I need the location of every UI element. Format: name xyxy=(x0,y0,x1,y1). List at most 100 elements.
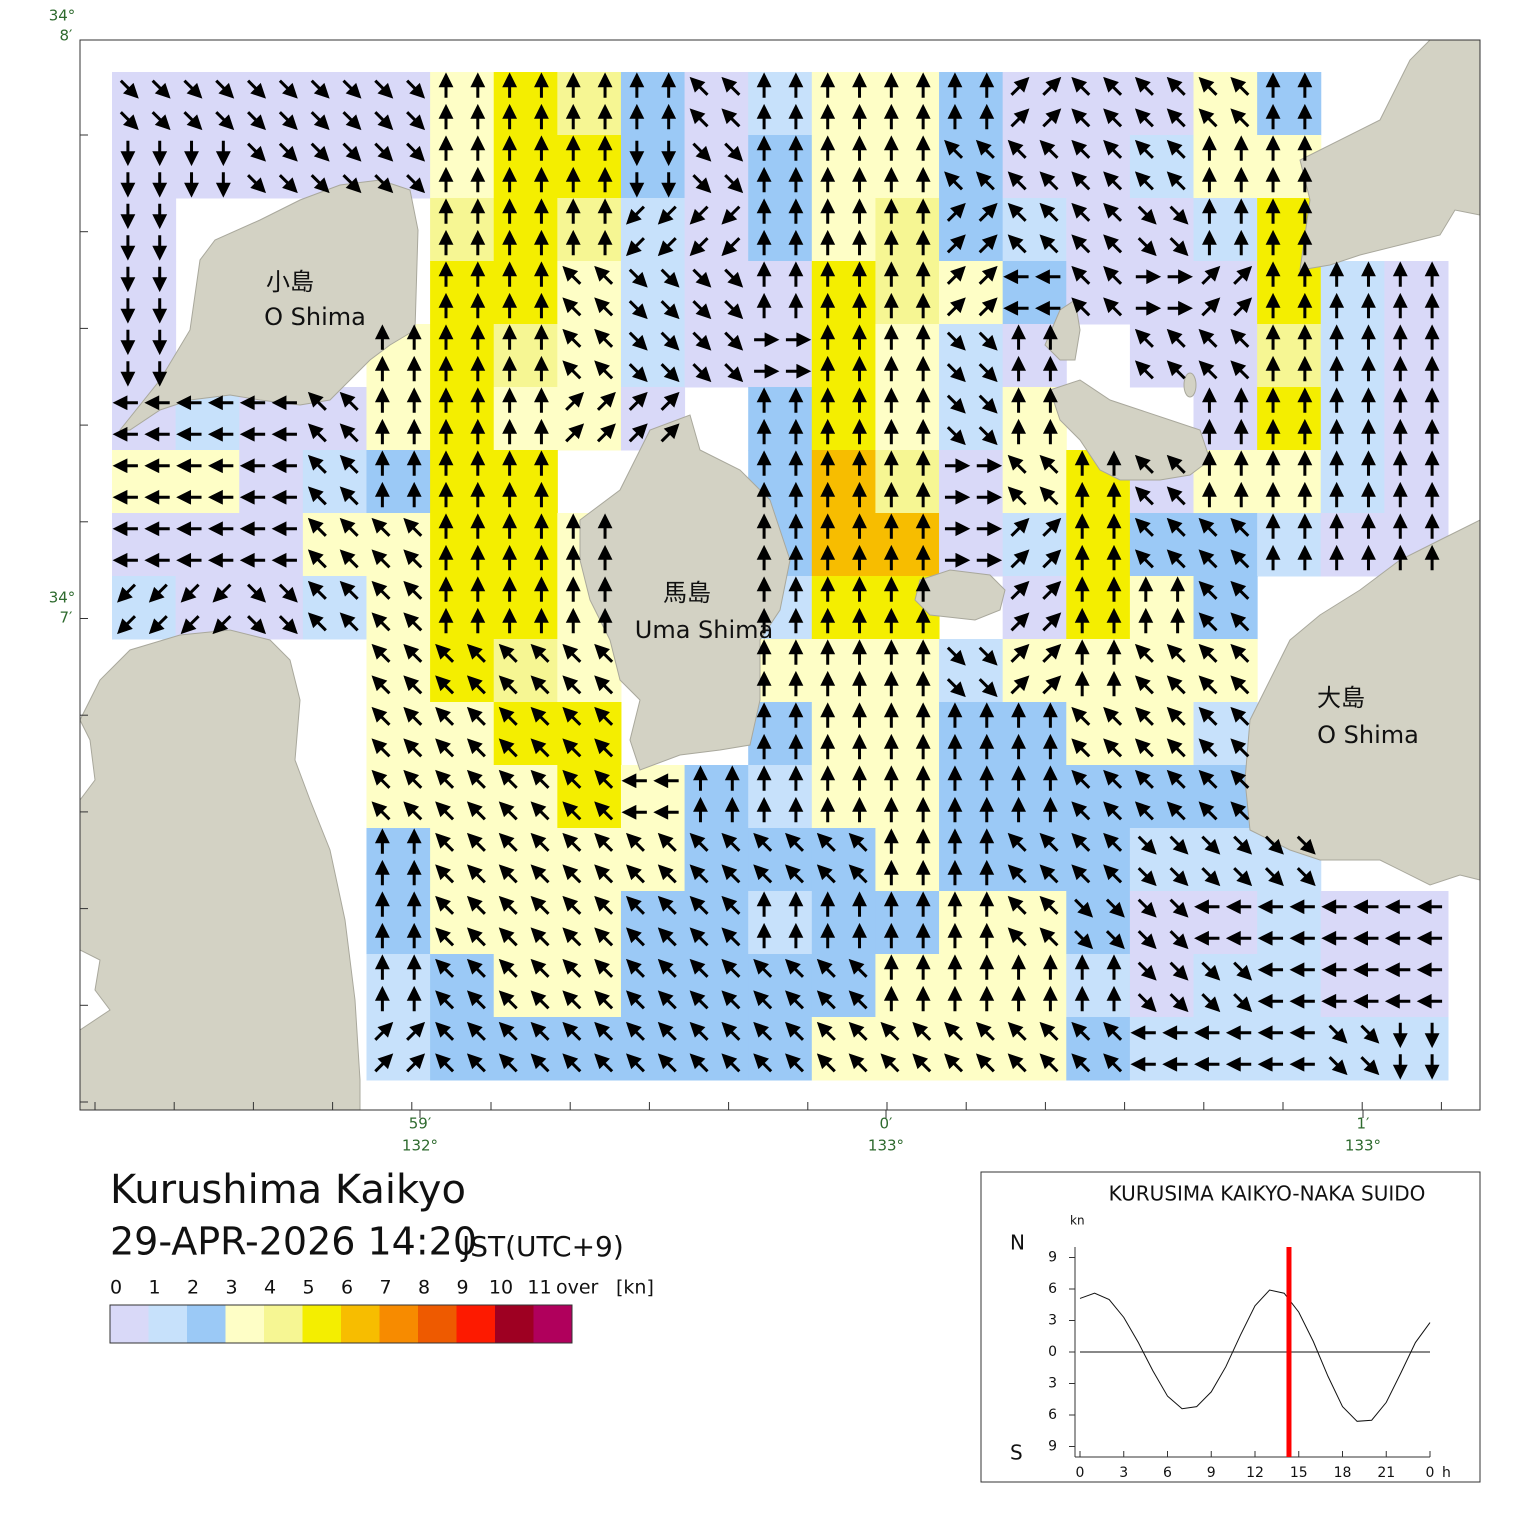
speed-cell xyxy=(1320,450,1385,514)
current-arrow xyxy=(1042,796,1058,823)
current-arrow xyxy=(1296,867,1316,887)
current-arrow xyxy=(721,108,741,128)
current-arrow xyxy=(979,985,995,1012)
current-arrow xyxy=(1198,738,1218,758)
current-arrow xyxy=(534,418,549,445)
current-arrow xyxy=(1230,769,1250,789)
current-arrow xyxy=(820,418,836,445)
current-arrow xyxy=(1103,1053,1123,1073)
current-arrow xyxy=(112,552,138,568)
current-arrow xyxy=(597,229,613,256)
y-tick-label: 6 xyxy=(1048,1281,1057,1297)
current-arrow xyxy=(820,576,836,602)
current-arrow xyxy=(534,103,549,130)
current-arrow xyxy=(975,139,995,159)
speed-cell xyxy=(1257,387,1322,451)
speed-cell xyxy=(1320,261,1385,325)
current-arrow xyxy=(852,72,867,98)
current-arrow xyxy=(1071,1021,1091,1041)
current-arrow xyxy=(1198,769,1218,789)
current-arrow xyxy=(848,958,868,978)
legend-swatch xyxy=(302,1305,341,1343)
speed-cell xyxy=(811,261,876,325)
current-arrow xyxy=(1166,706,1186,726)
current-arrow xyxy=(947,733,963,760)
y-tick-label: 0 xyxy=(1048,1344,1057,1360)
current-arrow xyxy=(946,394,966,414)
current-arrow xyxy=(978,297,998,317)
current-arrow xyxy=(1162,1056,1188,1072)
current-arrow xyxy=(562,801,582,821)
current-arrow xyxy=(721,927,741,947)
current-arrow xyxy=(626,990,645,1010)
current-arrow xyxy=(976,489,1003,505)
current-arrow xyxy=(1321,962,1347,978)
current-arrow xyxy=(438,418,454,445)
speed-cell xyxy=(748,324,813,388)
current-arrow xyxy=(944,139,964,159)
current-arrow xyxy=(915,796,931,823)
current-arrow xyxy=(1010,612,1030,632)
current-arrow xyxy=(626,864,645,884)
current-arrow xyxy=(1011,954,1026,980)
current-arrow xyxy=(753,864,773,884)
current-arrow xyxy=(1166,517,1186,537)
current-arrow xyxy=(1424,481,1440,508)
current-arrow xyxy=(756,103,772,130)
current-arrow xyxy=(1265,261,1281,287)
current-arrow xyxy=(502,261,518,287)
current-arrow xyxy=(1202,387,1217,413)
current-arrow xyxy=(562,769,582,789)
current-arrow xyxy=(756,292,772,319)
current-arrow xyxy=(207,489,234,505)
current-arrow xyxy=(374,954,390,980)
current-arrow xyxy=(852,292,867,319)
current-arrow xyxy=(310,111,330,131)
current-arrow xyxy=(946,646,966,666)
speed-cell xyxy=(1193,1017,1258,1081)
current-arrow xyxy=(785,990,805,1010)
current-arrow xyxy=(1106,513,1122,539)
current-arrow xyxy=(1297,103,1313,130)
current-arrow xyxy=(692,363,712,383)
current-arrow xyxy=(435,990,455,1010)
speed-cell xyxy=(875,828,940,892)
current-arrow xyxy=(852,796,867,823)
current-arrow xyxy=(562,265,582,285)
current-arrow xyxy=(1329,481,1345,508)
current-arrow xyxy=(1011,324,1026,350)
x-tick-label: 3 xyxy=(1119,1465,1128,1481)
speed-cell xyxy=(112,135,177,199)
current-arrow xyxy=(1329,292,1345,319)
current-arrow xyxy=(1134,76,1154,96)
current-arrow xyxy=(1138,607,1154,634)
current-arrow xyxy=(339,580,359,600)
current-arrow xyxy=(788,765,804,791)
current-arrow xyxy=(1392,481,1408,508)
current-arrow xyxy=(689,832,709,852)
current-arrow xyxy=(1230,801,1250,821)
current-arrow xyxy=(1074,898,1094,918)
current-arrow xyxy=(565,576,581,602)
current-arrow xyxy=(594,990,614,1010)
speed-cell xyxy=(875,702,940,766)
current-arrow xyxy=(1198,643,1218,663)
current-arrow xyxy=(534,72,549,98)
current-arrow xyxy=(438,229,454,256)
current-arrow xyxy=(753,832,773,852)
current-arrow xyxy=(565,544,581,571)
current-arrow xyxy=(371,612,391,632)
current-arrow xyxy=(144,395,170,411)
current-arrow xyxy=(239,489,266,505)
current-arrow xyxy=(1103,801,1123,821)
current-arrow xyxy=(756,765,772,791)
current-arrow xyxy=(144,552,170,568)
current-arrow xyxy=(1042,549,1062,569)
current-arrow xyxy=(562,643,582,663)
current-arrow xyxy=(788,292,804,319)
current-arrow xyxy=(1289,962,1315,978)
current-arrow xyxy=(470,513,486,539)
current-arrow xyxy=(565,513,581,539)
current-arrow xyxy=(1329,261,1345,287)
current-arrow xyxy=(721,205,741,225)
